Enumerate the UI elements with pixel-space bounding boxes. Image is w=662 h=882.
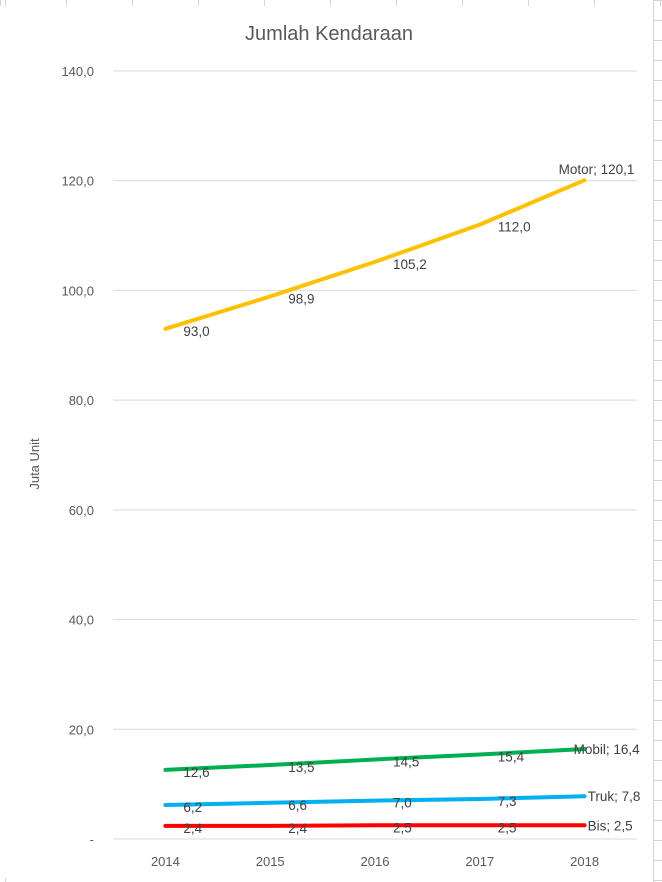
data-label: 6,2 — [183, 800, 202, 815]
data-label: 15,4 — [498, 750, 525, 765]
chart-area[interactable]: Jumlah Kendaraan Juta Unit - 20,0 40,0 60,0… — [5, 6, 653, 878]
x-tick-label: 2018 — [570, 854, 599, 869]
x-tick-label: 2017 — [465, 854, 494, 869]
data-label: 7,0 — [393, 796, 412, 811]
y-tick-label: 100,0 — [61, 283, 94, 298]
y-tick-label: 40,0 — [69, 613, 94, 628]
line-chart: Jumlah Kendaraan Juta Unit - 20,0 40,0 60,0… — [27, 23, 640, 869]
data-label: 2,4 — [183, 821, 202, 836]
data-label: 14,5 — [393, 754, 419, 769]
series-end-label: Bis; 2,5 — [588, 818, 633, 833]
y-tick-label: 60,0 — [69, 503, 94, 518]
y-axis-ticks: - 20,0 40,0 60,0 80,0 100,0 120,0 140,0 — [61, 64, 94, 847]
data-label: 112,0 — [498, 220, 531, 235]
data-label: 2,5 — [393, 820, 412, 835]
x-tick-label: 2016 — [361, 854, 390, 869]
x-tick-label: 2014 — [151, 854, 180, 869]
x-axis-ticks: 2014 2015 2016 2017 2018 — [151, 854, 599, 869]
y-tick-label: 20,0 — [69, 722, 94, 737]
series-line-bis[interactable] — [163, 823, 587, 828]
series-line-motor[interactable] — [163, 178, 587, 331]
data-labels: 93,0 98,9 105,2 112,0 Motor; 120,1 12,6 13,5 14… — [183, 162, 640, 836]
series-line-truk[interactable] — [163, 794, 587, 807]
data-label: 2,4 — [288, 821, 307, 836]
y-tick-label: 140,0 — [61, 64, 94, 79]
y-tick-label: 80,0 — [69, 393, 94, 408]
chart-title: Jumlah Kendaraan — [245, 23, 413, 45]
data-label: 13,5 — [288, 760, 314, 775]
data-label: 105,2 — [393, 257, 427, 272]
data-label: 6,6 — [288, 798, 307, 813]
series-end-label: Truk; 7,8 — [588, 789, 641, 804]
y-axis-title: Juta Unit — [27, 438, 42, 490]
x-tick-label: 2015 — [256, 854, 285, 869]
series-line-mobil[interactable] — [163, 747, 587, 772]
gridlines — [113, 70, 637, 840]
data-label: 93,0 — [183, 324, 209, 339]
sheet-gridlines-top — [0, 0, 662, 6]
data-label: 7,3 — [498, 794, 517, 809]
data-label: 2,5 — [498, 820, 517, 835]
data-label: 98,9 — [288, 291, 314, 306]
series-lines — [163, 178, 587, 828]
data-label: 12,6 — [183, 765, 209, 780]
series-end-label: Mobil; 16,4 — [574, 742, 641, 757]
series-end-label: Motor; 120,1 — [559, 162, 635, 177]
y-tick-label: 120,0 — [61, 174, 94, 189]
sheet-gridlines-right — [653, 0, 662, 882]
y-tick-label: - — [90, 832, 94, 847]
